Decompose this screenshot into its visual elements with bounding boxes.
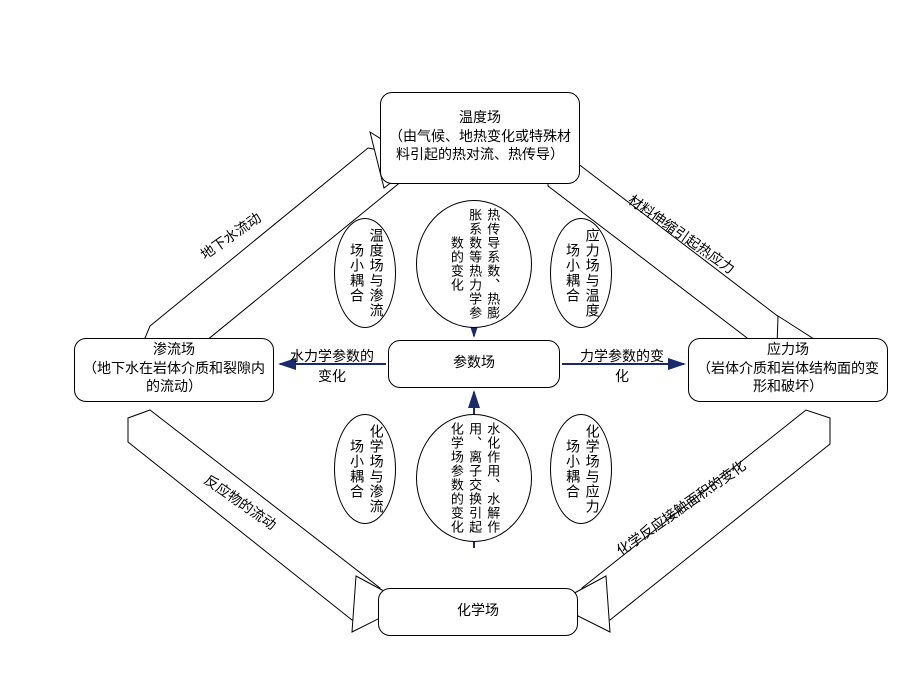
ellipse-chem-seep-text: 化学场与渗流场小耦合: [345, 419, 384, 519]
ellipse-chem-stress-text: 化学场与应力场小耦合: [561, 419, 600, 519]
ellipse-stress-temp-text: 应力场与温度场小耦合: [561, 223, 600, 323]
node-stress: 应力场 （岩体介质和岩体结构面的变形和破坏）: [688, 338, 888, 402]
label-mechanical-params: 力学参数的变化: [574, 346, 670, 386]
node-stress-desc: （岩体介质和岩体结构面的变形和破坏）: [697, 361, 879, 399]
ellipse-stress-temp: 应力场与温度场小耦合: [550, 218, 612, 328]
ellipse-temp-seep-text: 温度场与渗流场小耦合: [345, 223, 384, 323]
node-seepage-title: 渗流场: [83, 342, 265, 361]
ellipse-thermal-params: 热传导系数、热膨胀系数等热力学参数的变化: [416, 200, 532, 328]
ellipse-thermal-params-text: 热传导系数、热膨胀系数等热力学参数的变化: [447, 205, 502, 323]
node-temperature-desc: （由气候、地热变化或特殊材料引起的热对流、热传导）: [389, 129, 571, 167]
node-temperature-title: 温度场: [389, 110, 571, 129]
node-chemistry: 化学场: [378, 588, 578, 636]
label-hydraulic-params: 水力学参数的变化: [284, 346, 380, 386]
ellipse-chem-stress: 化学场与应力场小耦合: [550, 414, 612, 524]
ellipse-chem-seep: 化学场与渗流场小耦合: [334, 414, 396, 524]
ellipse-temp-seep: 温度场与渗流场小耦合: [334, 218, 396, 328]
node-seepage-desc: （地下水在岩体介质和裂隙内的流动）: [83, 361, 265, 399]
node-chemistry-title: 化学场: [457, 603, 499, 622]
node-stress-title: 应力场: [697, 342, 879, 361]
ellipse-chem-params: 水化作用、水解作用、离子交换引起化学场参数的变化: [416, 414, 532, 542]
ellipse-chem-params-text: 水化作用、水解作用、离子交换引起化学场参数的变化: [447, 419, 502, 537]
node-seepage: 渗流场 （地下水在岩体介质和裂隙内的流动）: [74, 338, 274, 402]
node-temperature: 温度场 （由气候、地热变化或特殊材料引起的热对流、热传导）: [380, 92, 580, 184]
node-parameter-title: 参数场: [453, 355, 495, 374]
node-parameter: 参数场: [388, 340, 560, 388]
